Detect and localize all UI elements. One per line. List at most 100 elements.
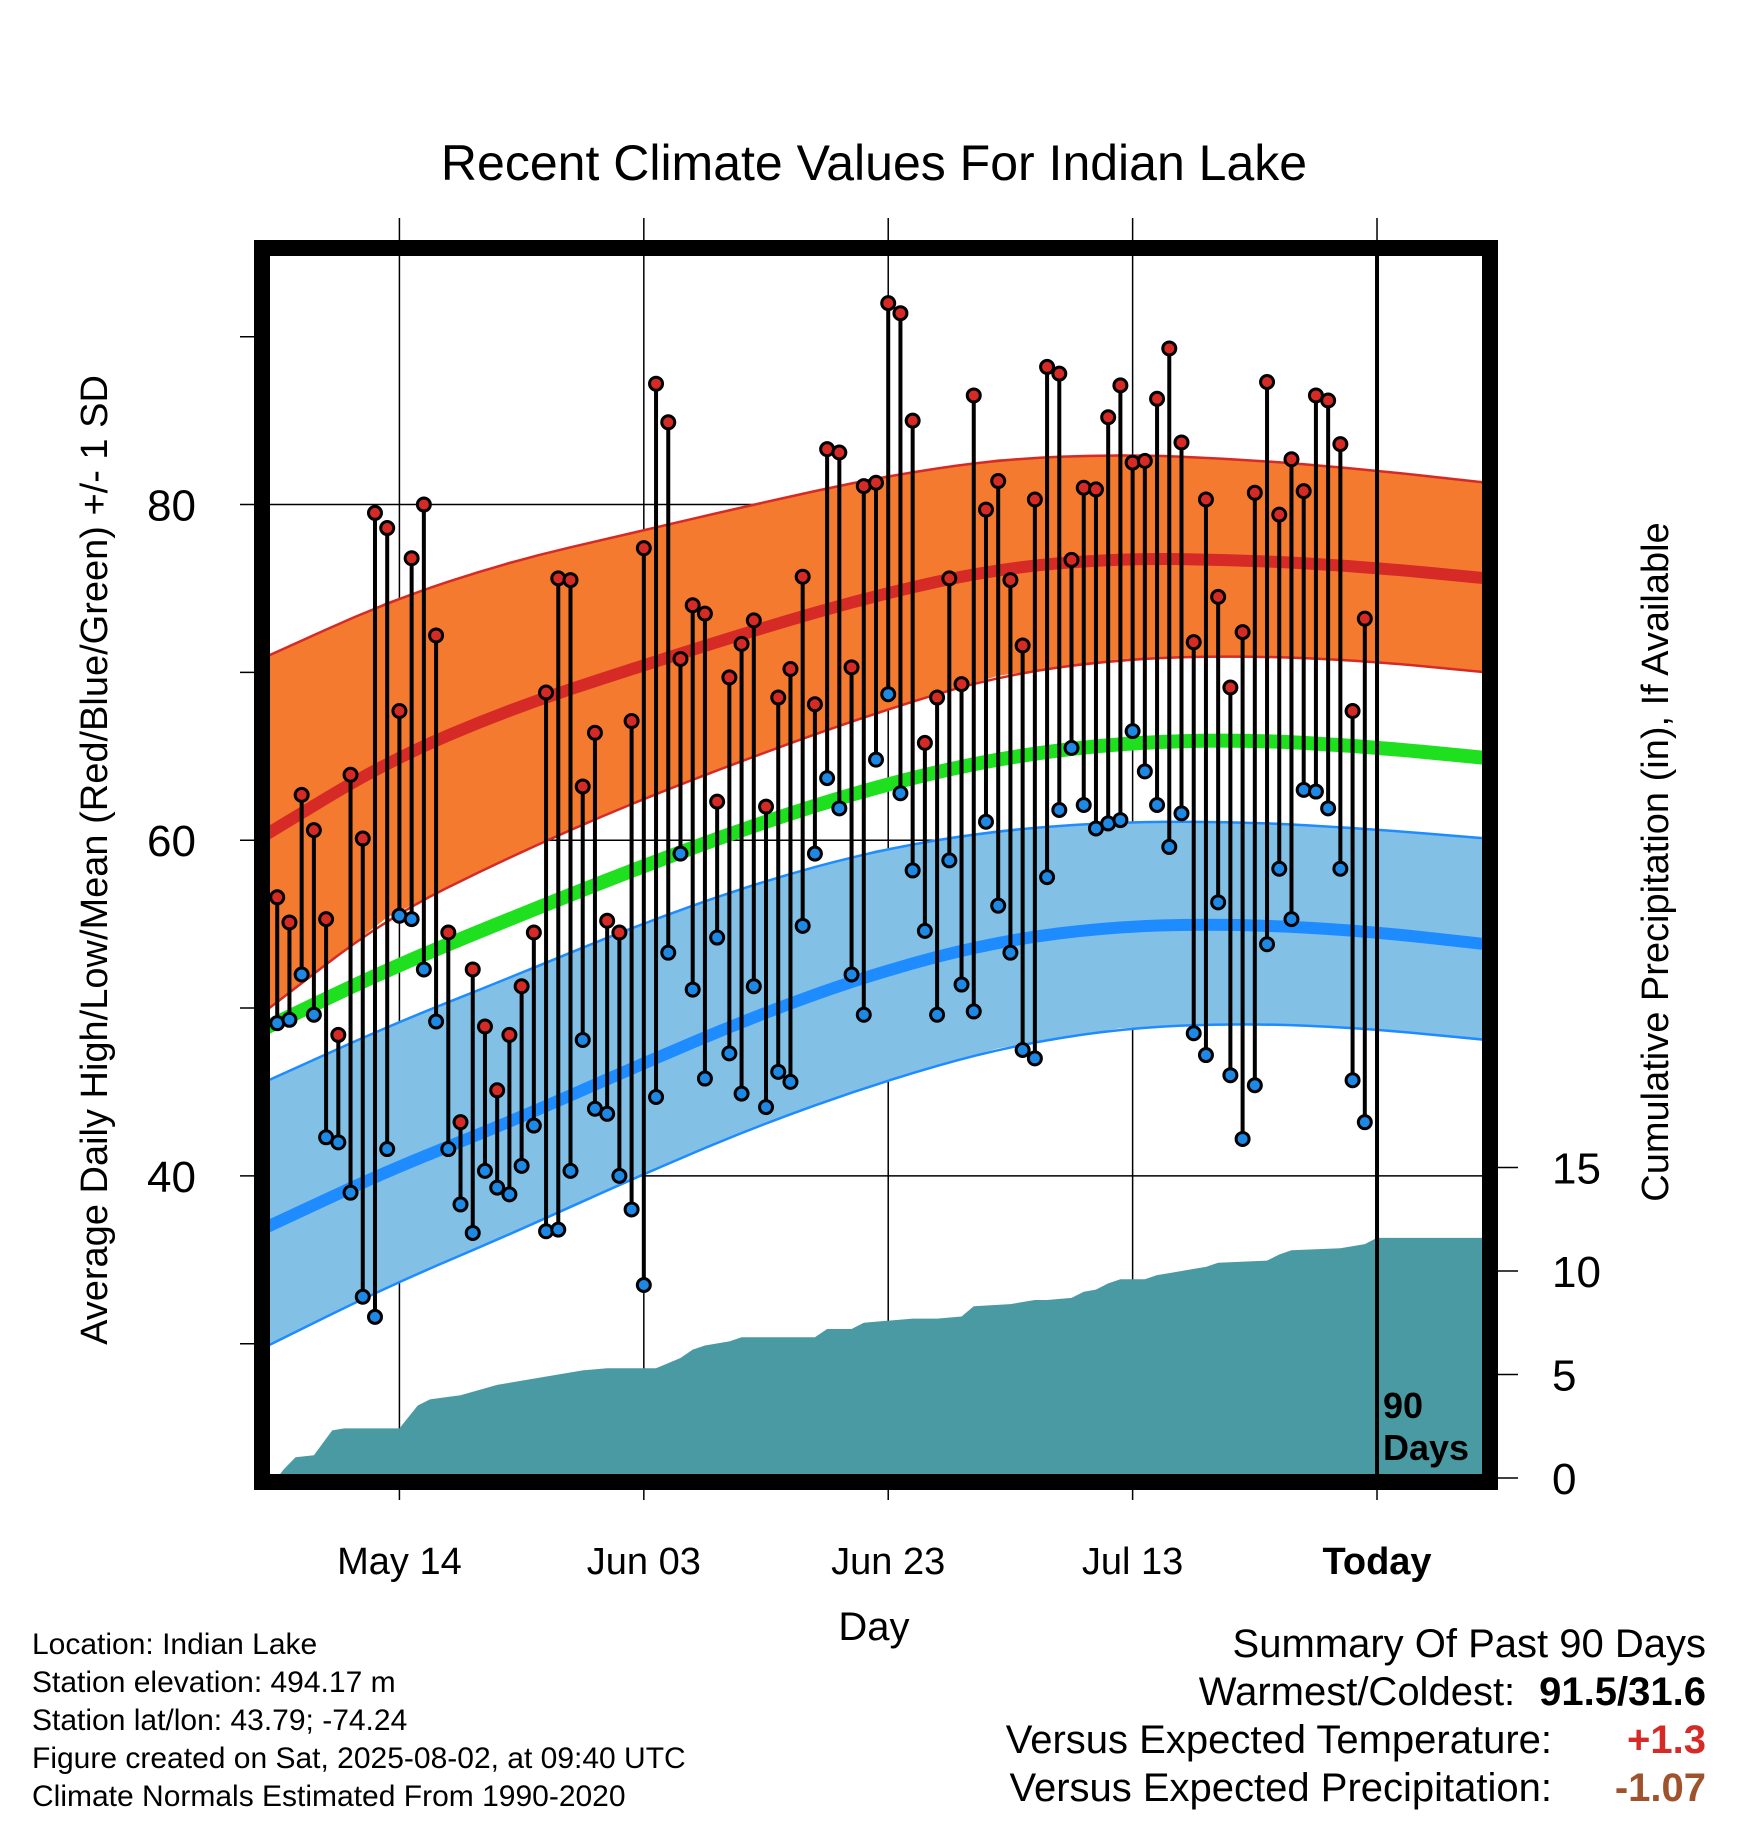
daily-high-point (1136, 452, 1153, 469)
daily-low-point (696, 1070, 713, 1087)
daily-high-point (354, 830, 371, 847)
daily-high-point (709, 793, 726, 810)
daily-high-point (635, 540, 652, 557)
daily-high-point (770, 689, 787, 706)
summary-heading: Summary Of Past 90 Days (1232, 1622, 1706, 1666)
daily-low-point (635, 1276, 652, 1293)
daily-high-point (1100, 409, 1117, 426)
daily-low-point (366, 1308, 383, 1325)
daily-high-point (672, 650, 689, 667)
daily-high-point (269, 889, 286, 906)
daily-low-point (281, 1011, 298, 1028)
daily-high-point (868, 474, 884, 491)
daily-low-point (513, 1157, 530, 1174)
y-tick-label: 80 (147, 482, 196, 531)
x-tick-label: Jun 03 (587, 1541, 701, 1583)
daily-high-point (1332, 436, 1349, 453)
daily-high-point (1222, 679, 1239, 696)
axes (254, 240, 1518, 1490)
daily-high-point (941, 570, 958, 587)
daily-high-point (929, 689, 946, 706)
normal-low-mean-line (265, 918, 1487, 1234)
daily-low-point (379, 1141, 396, 1158)
daily-high-point (1161, 340, 1178, 357)
daily-low-point (1307, 783, 1324, 800)
daily-low-point (501, 1186, 518, 1203)
temp-value: +1.3 (1627, 1718, 1706, 1762)
daily-low-point (904, 862, 921, 879)
y-axis-title: Average Daily High/Low/Mean (Red/Blue/Gr… (74, 375, 116, 1345)
daily-low-point (440, 1141, 457, 1158)
daily-low-point (1051, 802, 1068, 819)
daily-low-point (1320, 800, 1337, 817)
daily-high-point (831, 444, 848, 461)
daily-low-point (855, 1006, 872, 1023)
daily-high-point (1259, 374, 1276, 391)
precipitation-fill (277, 1237, 1487, 1478)
daily-high-point (599, 912, 616, 929)
y2-axis-title: Cumulative Precipitation (in), If Availa… (1635, 522, 1677, 1201)
daily-high-point (611, 924, 628, 941)
daily-high-point (1185, 634, 1202, 651)
daily-high-point (428, 627, 445, 644)
daily-high-point (843, 659, 860, 676)
daily-low-point (354, 1288, 371, 1305)
x-axis-title: Day (838, 1605, 909, 1649)
daily-high-point (452, 1114, 469, 1131)
daily-low-point (770, 1063, 787, 1080)
daily-high-point (892, 305, 909, 322)
precipitation-area (277, 1237, 1487, 1478)
daily-low-point (1222, 1067, 1239, 1084)
daily-high-point (623, 713, 640, 730)
daily-low-point (745, 978, 762, 995)
x-tick-label: Jun 23 (831, 1541, 945, 1583)
period-label-number: 90 (1383, 1385, 1423, 1426)
daily-low-point (305, 1006, 322, 1023)
daily-high-point (696, 605, 713, 622)
y2-tick-label: 10 (1552, 1248, 1601, 1297)
daily-low-point (1210, 894, 1227, 911)
daily-low-point (452, 1196, 469, 1213)
daily-low-point (892, 785, 909, 802)
daily-high-point (574, 778, 591, 795)
daily-low-point (1161, 838, 1178, 855)
daily-low-point (965, 1003, 982, 1020)
daily-high-point (1039, 358, 1056, 375)
daily-low-point (403, 911, 420, 928)
daily-low-point (1246, 1077, 1263, 1094)
daily-low-point (929, 1006, 946, 1023)
daily-high-point (440, 924, 457, 941)
daily-high-point (733, 635, 750, 652)
daily-high-point (1026, 491, 1043, 508)
daily-high-point (1197, 491, 1214, 508)
daily-low-point (672, 845, 689, 862)
daily-low-point (525, 1117, 542, 1134)
daily-low-point (843, 966, 860, 983)
daily-high-point (562, 572, 579, 589)
daily-high-point (464, 961, 481, 978)
daily-high-point (745, 612, 762, 629)
x-tick-label: Jul 13 (1082, 1541, 1183, 1583)
daily-high-point (977, 501, 994, 518)
daily-low-point (1136, 763, 1153, 780)
observations (269, 295, 1373, 1325)
y-tick-label: 60 (147, 817, 196, 866)
daily-high-point (916, 734, 933, 751)
daily-high-point (318, 911, 335, 928)
daily-low-point (1014, 1042, 1031, 1059)
daily-high-point (293, 786, 310, 803)
daily-high-point (1234, 624, 1251, 641)
daily-low-point (1063, 739, 1080, 756)
daily-high-point (1149, 390, 1166, 407)
x-tick-label: Today (1322, 1541, 1431, 1583)
precip-value: -1.07 (1614, 1766, 1706, 1810)
daily-low-point (623, 1201, 640, 1218)
daily-high-point (379, 520, 396, 537)
daily-low-point (733, 1085, 750, 1102)
warm-cold-row: Warmest/Coldest: 91.5/31.6 (1006, 1668, 1706, 1716)
daily-low-point (574, 1031, 591, 1048)
daily-high-point (403, 550, 420, 567)
daily-high-point (1246, 484, 1263, 501)
daily-low-point (1332, 860, 1349, 877)
